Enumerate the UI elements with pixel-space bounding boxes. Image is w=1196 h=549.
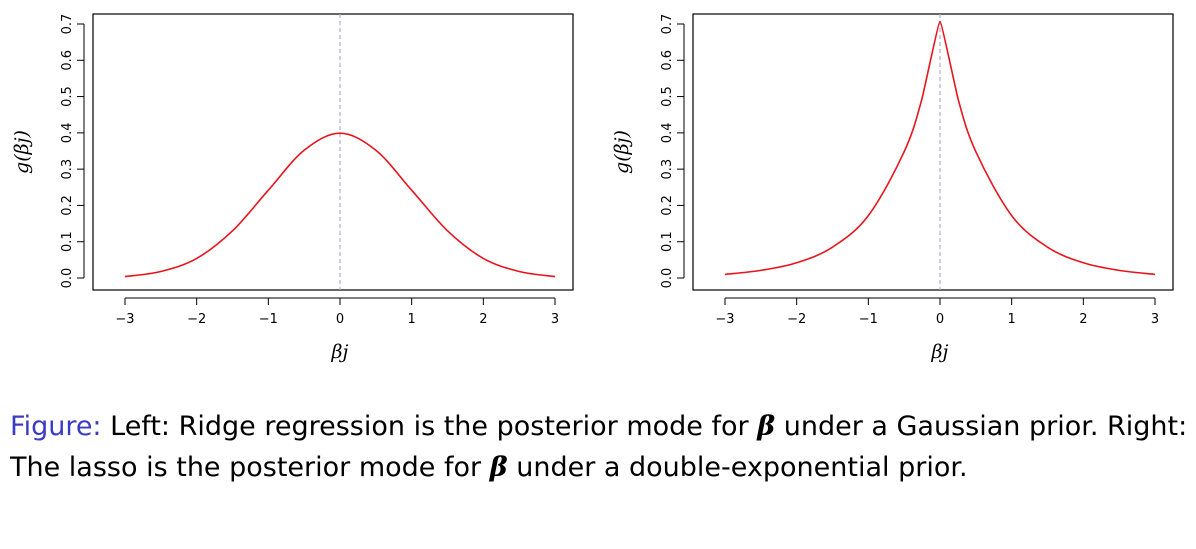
x-tick-label: −2	[187, 312, 206, 327]
plot-frame	[692, 13, 1174, 291]
x-tick-label: −1	[859, 312, 878, 327]
x-tick-label: 0	[336, 312, 344, 327]
plot-frame	[92, 13, 574, 291]
y-tick-label: 0.7	[660, 14, 675, 35]
x-tick-label: −2	[787, 312, 806, 327]
x-tick-label: 1	[1008, 312, 1016, 327]
density-curve	[124, 132, 556, 278]
y-tick-label: 0.2	[660, 195, 675, 216]
y-tick-label: 0.0	[60, 268, 75, 289]
caption-figure-label: Figure:	[10, 411, 102, 442]
x-tick-label: 2	[1079, 312, 1087, 327]
caption-beta-1: β	[757, 411, 776, 442]
y-tick-label: 0.3	[60, 159, 75, 180]
left-plot: −3 −2 −1 0 1 2 3 0.0 0.1 0.2 0.3 0.4 0.5 0.6 0.7 βj g(βj…	[11, 13, 574, 363]
y-tick-label: 0.6	[660, 50, 675, 71]
caption-beta-2: β	[489, 452, 508, 483]
x-axis-label: βj	[931, 341, 949, 363]
x-tick-label: 2	[479, 312, 487, 327]
caption-text-1: Left: Ridge regression is the posterior …	[101, 411, 758, 442]
caption-text-2: under a Gaussian prior. Right: The lasso…	[10, 411, 1188, 483]
y-tick-label: 0.1	[660, 231, 675, 252]
y-tick-label: 0.6	[60, 50, 75, 71]
x-tick-label: 3	[551, 312, 559, 327]
y-tick-label: 0.4	[60, 123, 75, 144]
y-tick-label: 0.7	[60, 14, 75, 35]
x-tick-label: −1	[259, 312, 278, 327]
y-axis-label: g(βj)	[11, 130, 33, 174]
y-tick-label: 0.0	[660, 268, 675, 289]
y-tick-label: 0.4	[660, 123, 675, 144]
x-axis-label: βj	[331, 341, 349, 363]
right-plot: −3 −2 −1 0 1 2 3 0.0 0.1 0.2 0.3 0.4 0.5 0.6 0.7 βj g(βj…	[611, 13, 1174, 363]
figure-caption: Figure: Left: Ridge regression is the po…	[10, 406, 1190, 488]
y-tick-label: 0.1	[60, 231, 75, 252]
x-tick-label: −3	[715, 312, 734, 327]
y-tick-label: 0.3	[660, 159, 675, 180]
x-tick-label: −3	[115, 312, 134, 327]
density-curve	[724, 20, 1156, 276]
y-tick-label: 0.5	[60, 86, 75, 107]
y-tick-label: 0.2	[60, 195, 75, 216]
y-tick-label: 0.5	[660, 86, 675, 107]
x-tick-label: 0	[936, 312, 944, 327]
x-tick-label: 1	[408, 312, 416, 327]
x-tick-label: 3	[1151, 312, 1159, 327]
caption-text-3: under a double-exponential prior.	[507, 452, 968, 483]
y-axis-label: g(βj)	[611, 130, 633, 174]
